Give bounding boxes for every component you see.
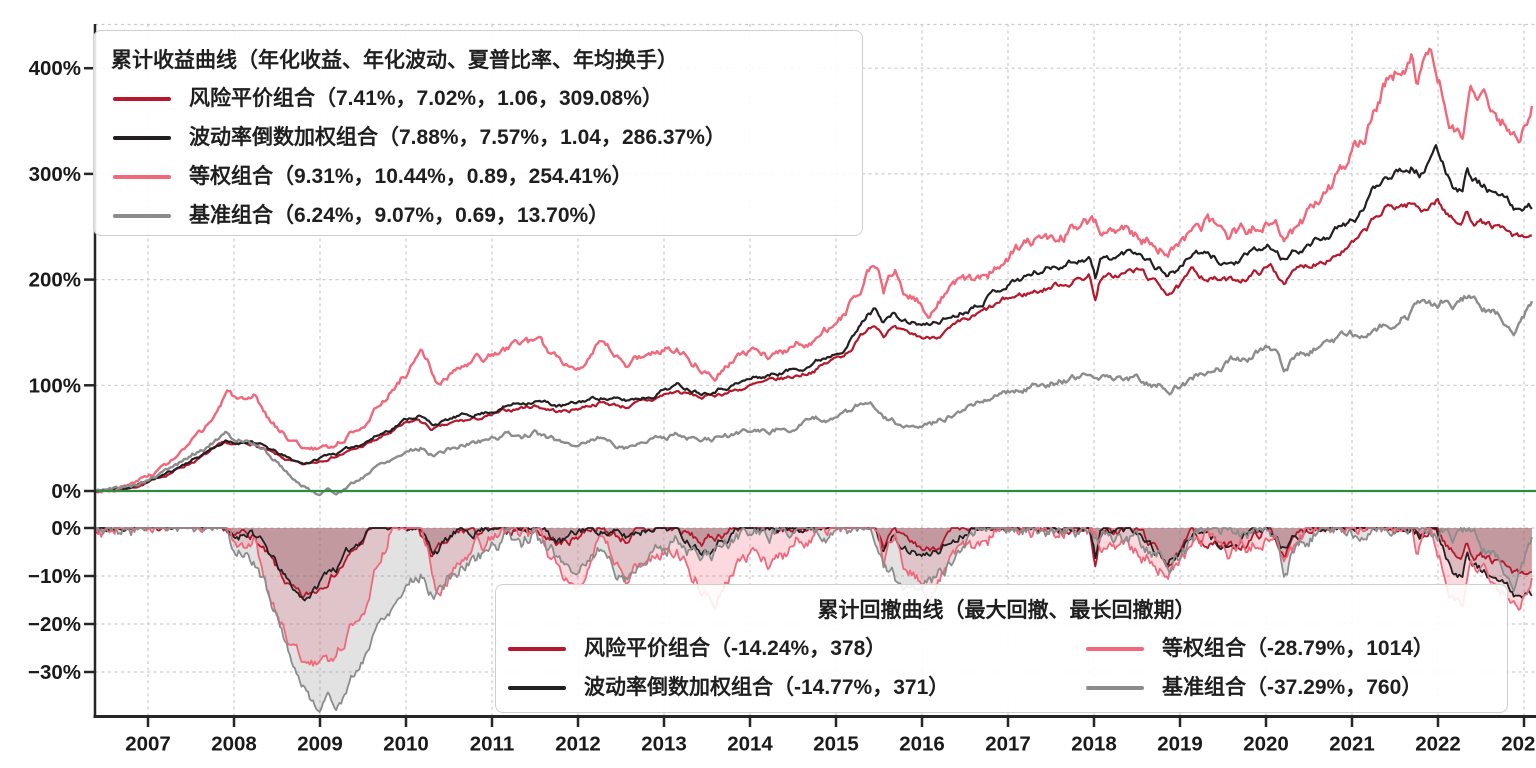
svg-text:2016: 2016 xyxy=(899,733,945,756)
svg-text:−30%: −30% xyxy=(28,661,81,684)
axis-tick-labels: 2007 2008 2009 2010 2011 2012 2013 2014 2015 2016… xyxy=(28,57,1536,755)
drawdown-legend-item-inverse-volatility: 波动率倒数加权组合（-14.77%，371） xyxy=(506,668,1084,707)
svg-text:2018: 2018 xyxy=(1071,733,1117,756)
svg-text:2021: 2021 xyxy=(1329,733,1375,756)
legend-label-equal-weight: 等权组合（9.31%，10.44%，0.89，254.41%） xyxy=(189,165,633,188)
svg-text:400%: 400% xyxy=(29,57,81,80)
drawdown-legend-label-benchmark: 基准组合（-37.29%，760） xyxy=(1162,676,1423,699)
svg-text:2020: 2020 xyxy=(1243,733,1289,756)
drawdown-legend-label-equal-weight: 等权组合（-28.79%，1014） xyxy=(1162,637,1434,660)
svg-text:2019: 2019 xyxy=(1157,733,1203,756)
drawdown-line-inverse-volatility xyxy=(96,527,1533,602)
svg-text:2017: 2017 xyxy=(985,733,1031,756)
svg-text:200%: 200% xyxy=(29,269,81,292)
drawdown-legend-item-equal-weight: 等权组合（-28.79%，1014） xyxy=(1084,629,1507,668)
returns-legend-title: 累计收益曲线（年化收益、年化波动、夏普比率、年均换手） xyxy=(111,48,678,72)
legend-item-inverse-volatility: 波动率倒数加权组合（7.88%，7.57%，1.04，286.37%） xyxy=(111,118,862,157)
grid-lines xyxy=(95,23,1536,716)
svg-text:−10%: −10% xyxy=(28,565,81,588)
svg-text:2009: 2009 xyxy=(297,733,343,756)
svg-text:0%: 0% xyxy=(51,480,81,503)
equal-weight-line-swatch xyxy=(113,174,171,179)
returns-legend: 累计收益曲线（年化收益、年化波动、夏普比率、年均换手） 风险平价组合（7.41%… xyxy=(93,30,863,236)
legend-item-benchmark: 基准组合（6.24%，9.07%，0.69，13.70%） xyxy=(111,196,862,235)
svg-text:−20%: −20% xyxy=(28,613,81,636)
svg-text:0%: 0% xyxy=(51,517,81,540)
cumulative-return-chart xyxy=(95,47,1534,497)
svg-text:300%: 300% xyxy=(29,163,81,186)
svg-text:2010: 2010 xyxy=(383,733,429,756)
legend-item-equal-weight: 等权组合（9.31%，10.44%，0.89，254.41%） xyxy=(111,157,862,196)
svg-text:2011: 2011 xyxy=(470,733,514,756)
benchmark-drawdown-swatch xyxy=(1086,685,1144,690)
svg-text:2022: 2022 xyxy=(1415,733,1461,756)
svg-text:2023: 2023 xyxy=(1501,733,1536,756)
drawdown-area-inverse-volatility xyxy=(96,528,1532,601)
legend-label-risk-parity: 风险平价组合（7.41%，7.02%，1.06，309.08%） xyxy=(189,87,663,110)
svg-text:2008: 2008 xyxy=(211,733,257,756)
risk-parity-line-swatch xyxy=(113,96,171,101)
svg-text:2013: 2013 xyxy=(641,733,687,756)
drawdown-line-benchmark xyxy=(96,527,1533,713)
series-line-equal-weight xyxy=(95,47,1534,494)
equal-weight-drawdown-swatch xyxy=(1086,646,1144,651)
drawdown-chart xyxy=(95,527,1533,713)
series-line-risk-parity xyxy=(96,197,1533,494)
drawdown-legend: 累计回撤曲线（最大回撤、最长回撤期） 风险平价组合（-14.24%，378） 等… xyxy=(495,584,1508,713)
svg-text:100%: 100% xyxy=(29,374,81,397)
drawdown-legend-item-risk-parity: 风险平价组合（-14.24%，378） xyxy=(506,629,1084,668)
svg-text:2015: 2015 xyxy=(813,733,859,756)
drawdown-legend-label-risk-parity: 风险平价组合（-14.24%，378） xyxy=(584,637,887,660)
axes-and-ticks xyxy=(84,24,1536,727)
inverse-volatility-drawdown-swatch xyxy=(508,685,566,690)
drawdown-line-equal-weight xyxy=(95,527,1533,667)
drawdown-area-risk-parity xyxy=(96,528,1532,598)
series-line-inverse-volatility xyxy=(96,144,1533,493)
legend-item-risk-parity: 风险平价组合（7.41%，7.02%，1.06，309.08%） xyxy=(111,79,862,118)
inverse-volatility-line-swatch xyxy=(113,135,171,140)
drawdown-legend-label-inverse-volatility: 波动率倒数加权组合（-14.77%，371） xyxy=(584,676,950,699)
legend-label-benchmark: 基准组合（6.24%，9.07%，0.69，13.70%） xyxy=(189,204,610,227)
svg-text:2012: 2012 xyxy=(555,733,601,756)
legend-label-inverse-volatility: 波动率倒数加权组合（7.88%，7.57%，1.04，286.37%） xyxy=(189,126,726,149)
drawdown-legend-item-benchmark: 基准组合（-37.29%，760） xyxy=(1084,668,1507,707)
series-line-benchmark xyxy=(95,294,1534,497)
svg-text:2007: 2007 xyxy=(125,733,171,756)
drawdown-line-risk-parity xyxy=(95,527,1533,599)
risk-parity-drawdown-swatch xyxy=(508,646,566,651)
benchmark-line-swatch xyxy=(113,213,171,218)
svg-text:2014: 2014 xyxy=(727,733,773,756)
drawdown-legend-title: 累计回撤曲线（最大回撤、最长回撤期） xyxy=(817,598,1196,622)
